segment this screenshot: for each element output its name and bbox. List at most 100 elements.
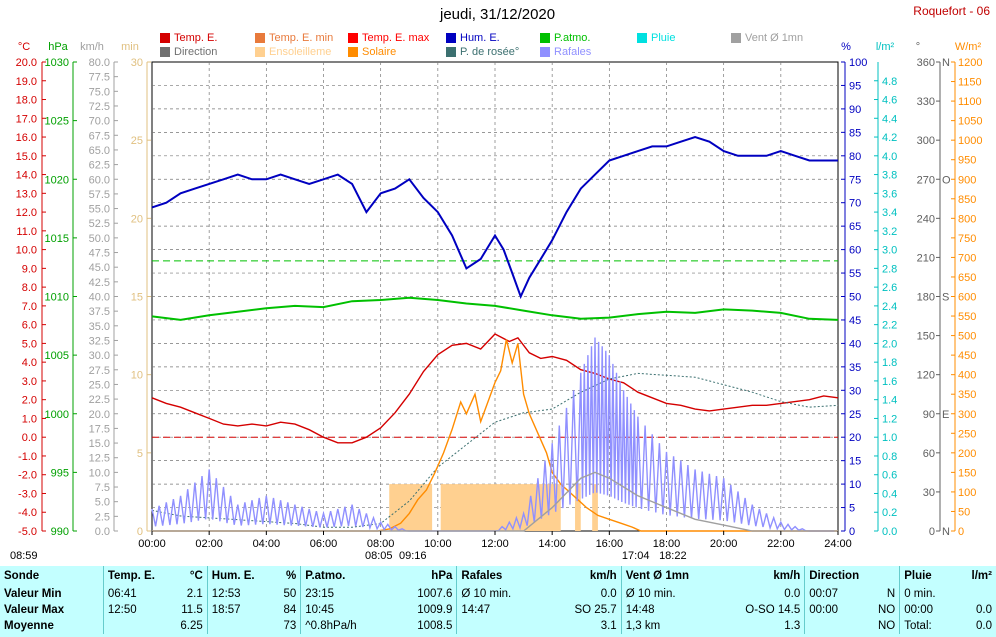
- solar-axis-tick-label: 150: [958, 467, 976, 479]
- legend-item: Temp. E. min: [255, 32, 333, 44]
- stats-header-cell: Rafales km/h: [456, 566, 622, 586]
- rain-axis-tick-label: 3.8: [882, 170, 897, 182]
- hum-axis-tick-label: 25: [849, 409, 861, 421]
- solar-axis-tick-label: 550: [958, 311, 976, 323]
- temp-axis-tick-label: 20.0: [16, 57, 37, 69]
- wind-axis-tick-label: 57.5: [89, 189, 110, 201]
- minutes-axis-unit: min: [121, 41, 139, 53]
- solar-axis-tick-label: 850: [958, 194, 976, 206]
- time-tick-label: 02:00: [195, 538, 223, 550]
- stats-cell-time: 00:00: [804, 602, 861, 618]
- stats-row: Valeur Min 06:41 2.1 12:53 50 23:15 1007.6 Ø 10…: [0, 586, 996, 602]
- wind-axis-tick-label: 50.0: [89, 233, 110, 245]
- dir-axis-tick-label: 360: [917, 57, 935, 69]
- legend-item: Temp. E. max: [348, 32, 429, 44]
- rain-axis-tick-label: 1.6: [882, 376, 897, 388]
- stats-cell-time: 12:53: [206, 586, 267, 602]
- wind-axis-tick-label: 77.5: [89, 72, 110, 84]
- stats-cell-value: NO: [877, 620, 896, 632]
- wind-axis-tick-label: 75.0: [89, 86, 110, 98]
- legend-swatch: [160, 33, 170, 43]
- stats-cell-time: 06:41: [102, 586, 161, 602]
- temp-axis-tick-label: 10.0: [16, 245, 37, 257]
- press-axis-tick-label: 995: [51, 467, 69, 479]
- temp-axis-tick-label: -1.0: [18, 451, 37, 463]
- solar-axis-tick-label: 100: [958, 487, 976, 499]
- solar-axis-tick-label: 650: [958, 272, 976, 284]
- solar-axis-tick-label: 350: [958, 389, 976, 401]
- temp-axis-tick-label: 7.0: [22, 301, 37, 313]
- legend-label: Ensoleilleme: [269, 46, 332, 58]
- wind-axis-tick-label: 2.5: [95, 511, 110, 523]
- legend-label: P.atmo.: [554, 32, 591, 44]
- stats-cell-time: Total:: [899, 618, 960, 634]
- temp-axis-tick-label: 9.0: [22, 263, 37, 275]
- stats-cell-value: 1007.6: [417, 588, 453, 600]
- legend-item: Temp. E.: [160, 32, 217, 44]
- wind-axis-tick-label: 5.0: [95, 497, 110, 509]
- hum-axis-tick-label: 40: [849, 338, 861, 350]
- wind-axis-tick-label: 42.5: [89, 277, 110, 289]
- rain-axis-tick-label: 4.2: [882, 132, 897, 144]
- dir-cardinal-label: O: [942, 174, 951, 186]
- time-axis: 00:00 02:00 04:00 06:00 08:00 10:00 12:00 14:00…: [138, 531, 852, 550]
- temp-axis-tick-label: 17.0: [16, 113, 37, 125]
- hum-axis-tick-label: 45: [849, 315, 861, 327]
- dir-axis-tick-label: 240: [917, 213, 935, 225]
- event-time: 17:04: [621, 550, 650, 562]
- stats-cell-time: 14:47: [456, 602, 545, 618]
- solar-axis-tick-label: 1050: [958, 116, 982, 128]
- wind-axis-tick-label: 55.0: [89, 204, 110, 216]
- hum-axis-tick-label: 35: [849, 362, 861, 374]
- rain-axis-tick-label: 1.8: [882, 357, 897, 369]
- temp-axis-tick-label: 18.0: [16, 95, 37, 107]
- solar-axis-tick-label: 450: [958, 350, 976, 362]
- dir-axis-tick-label: 0: [929, 526, 935, 538]
- temp-axis-tick-label: 16.0: [16, 132, 37, 144]
- event-time: 18:22: [659, 550, 687, 562]
- solar-axis-tick-label: 50: [958, 506, 970, 518]
- temp-axis-tick-label: -4.0: [18, 507, 37, 519]
- wind-axis-tick-label: 20.0: [89, 409, 110, 421]
- dir-axis-tick-label: 120: [917, 370, 935, 382]
- rain-axis-tick-label: 2.4: [882, 301, 897, 313]
- dir-cardinal-label: S: [942, 292, 949, 304]
- hum-axis-tick-label: 65: [849, 221, 861, 233]
- stats-header-cell: P.atmo. hPa: [300, 566, 457, 586]
- temp-axis-tick-label: 1.0: [22, 413, 37, 425]
- hum-axis-tick-label: 75: [849, 174, 861, 186]
- time-tick-label: 18:00: [653, 538, 681, 550]
- temp-axis-tick-label: 15.0: [16, 151, 37, 163]
- legend-swatch: [540, 47, 550, 57]
- stats-cell-value: 84: [283, 604, 297, 616]
- wind-axis-tick-label: 15.0: [89, 438, 110, 450]
- temp-axis-tick-label: 4.0: [22, 357, 37, 369]
- rain-axis-unit: l/m²: [876, 41, 895, 53]
- solar-axis-tick-label: 600: [958, 292, 976, 304]
- rain-axis-tick-label: 0.4: [882, 488, 897, 500]
- stats-cell-value: 0.0: [784, 588, 801, 600]
- time-tick-label: 14:00: [538, 538, 566, 550]
- legend-swatch: [731, 33, 741, 43]
- legend-item: Direction: [160, 46, 217, 58]
- stats-cell-value: 0.0: [976, 620, 992, 632]
- wind-axis-tick-label: 67.5: [89, 130, 110, 142]
- stats-cell-value: 11.5: [181, 604, 203, 616]
- rain-axis-tick-label: 0.2: [882, 507, 897, 519]
- wind-axis-tick-label: 47.5: [89, 248, 110, 260]
- series-vent-1mn: [152, 471, 838, 532]
- solar-axis-tick-label: 250: [958, 428, 976, 440]
- solar-axis-tick-label: 800: [958, 213, 976, 225]
- minutes-axis-tick-label: 20: [131, 213, 143, 225]
- rain-axis-tick-label: 4.8: [882, 76, 897, 88]
- dir-cardinal-label: N: [942, 57, 950, 69]
- hum-axis-tick-label: 0: [849, 526, 855, 538]
- legend-label: Hum. E.: [460, 32, 500, 44]
- rain-axis-tick-label: 2.6: [882, 282, 897, 294]
- stats-cell-value: 0.0: [600, 588, 617, 600]
- wind-axis-tick-label: 62.5: [89, 160, 110, 172]
- series-p-atmo-: [151, 296, 839, 321]
- press-axis-tick-label: 1000: [45, 409, 69, 421]
- stats-cell-value: 2.1: [186, 588, 203, 600]
- legend-label: P. de rosée°: [460, 46, 520, 58]
